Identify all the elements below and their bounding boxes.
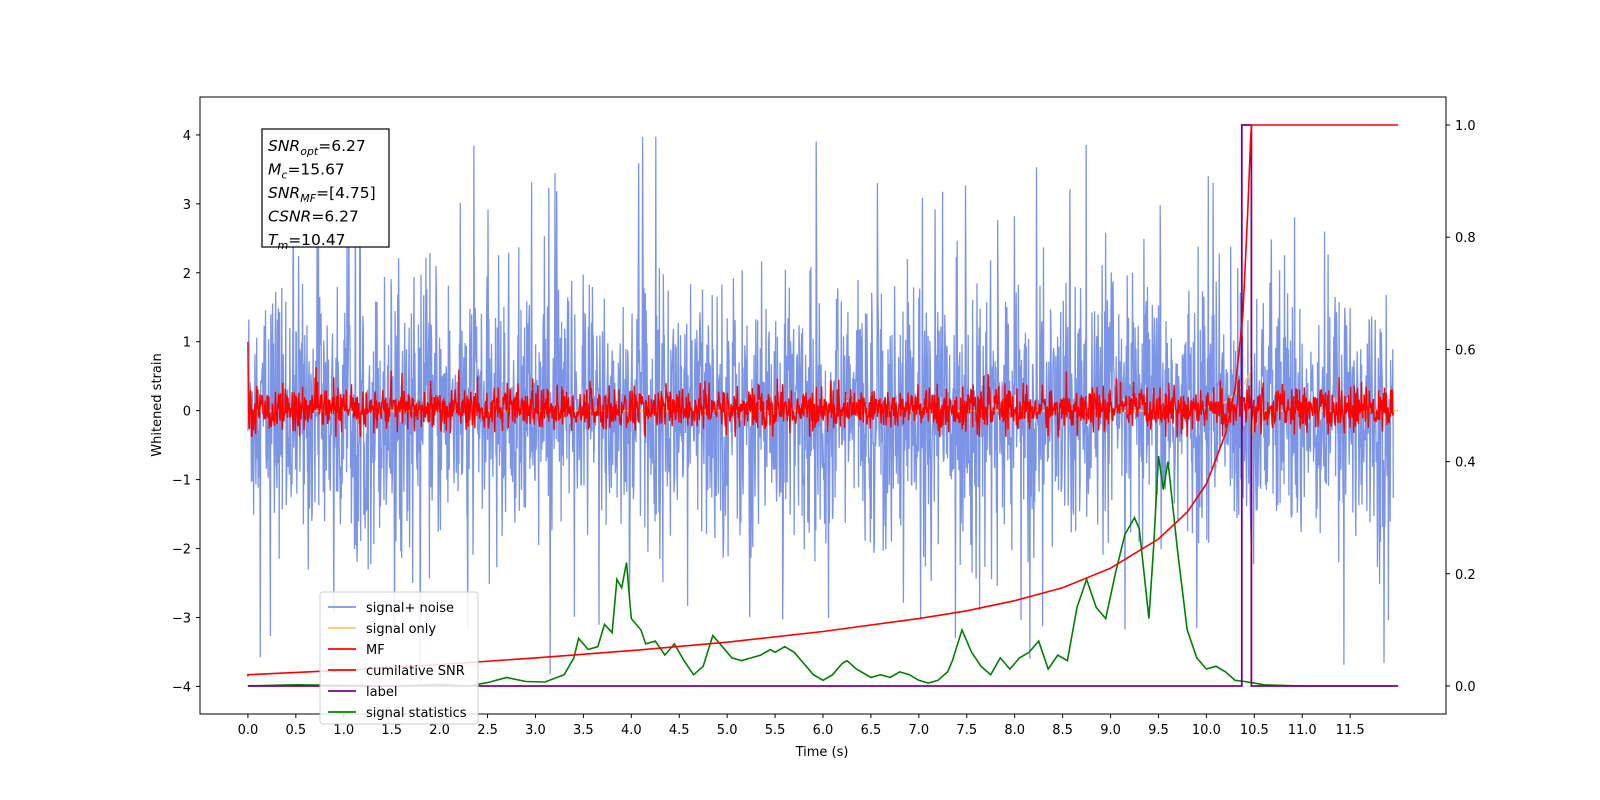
y2-tick-label: 0.2 bbox=[1455, 568, 1476, 583]
x-tick-label: 4.0 bbox=[621, 723, 642, 738]
x-tick-label: 9.5 bbox=[1148, 723, 1169, 738]
legend-frame bbox=[319, 591, 479, 725]
y-axis-left: −4 −3 −2 −1 0 1 2 3 4 bbox=[172, 129, 200, 695]
annotation-subscript: c bbox=[281, 169, 287, 182]
x-tick-label: 5.0 bbox=[717, 723, 738, 738]
y-tick-label: 1 bbox=[183, 336, 191, 351]
annotation-line: SNRMF=[4.75] bbox=[268, 184, 376, 205]
x-tick-label: 0.5 bbox=[286, 723, 307, 738]
annotation-subscript: MF bbox=[300, 192, 316, 205]
y2-tick-label: 0.0 bbox=[1455, 680, 1476, 695]
annotation-value: =6.27 bbox=[318, 137, 366, 155]
x-tick-label: 7.0 bbox=[909, 723, 930, 738]
annotation-line: SNRopt=6.27 bbox=[268, 137, 366, 158]
annotation-subscript: m bbox=[277, 239, 288, 252]
annotation-frame bbox=[261, 128, 390, 248]
y-tick-label: −2 bbox=[172, 543, 191, 558]
x-tick-label: 3.5 bbox=[573, 723, 594, 738]
x-tick-label: 1.5 bbox=[381, 723, 402, 738]
annotation-value: =15.67 bbox=[287, 161, 344, 179]
y-axis-right: 0.0 0.2 0.4 0.6 0.8 1.0 bbox=[1446, 119, 1476, 695]
x-tick-label: 11.0 bbox=[1288, 723, 1317, 738]
legend-label: signal only bbox=[366, 622, 436, 637]
legend-label: cumilative SNR bbox=[366, 664, 465, 679]
series-mf bbox=[247, 341, 1394, 439]
x-tick-label: 5.5 bbox=[765, 723, 786, 738]
x-tick-label: 1.0 bbox=[333, 723, 354, 738]
annotation-line: CSNR=6.27 bbox=[268, 208, 359, 226]
annotation-symbol: CSNR bbox=[268, 208, 311, 226]
x-axis: 0.0 0.5 1.0 1.5 2.0 2.5 3.0 3.5 4.0 4.5 5.0 5.5 6.0 6… bbox=[238, 714, 1365, 738]
y2-tick-label: 0.6 bbox=[1455, 343, 1476, 358]
x-tick-label: 8.5 bbox=[1052, 723, 1073, 738]
y-axis-label: Whitened strain bbox=[150, 353, 165, 456]
legend-label: MF bbox=[366, 643, 385, 658]
series-cumulative-snr bbox=[247, 124, 1399, 677]
x-axis-label: Time (s) bbox=[795, 745, 849, 760]
x-tick-label: 11.5 bbox=[1336, 723, 1365, 738]
annotation-line: Mc=15.67 bbox=[268, 161, 345, 182]
series-signal-noise bbox=[247, 136, 1394, 684]
annotation-line: Tm=10.47 bbox=[268, 231, 346, 252]
y2-tick-label: 1.0 bbox=[1455, 119, 1476, 134]
y-tick-label: −3 bbox=[172, 611, 191, 626]
y-tick-label: −4 bbox=[172, 680, 191, 695]
x-tick-label: 6.0 bbox=[813, 723, 834, 738]
legend-label: label bbox=[366, 685, 397, 700]
annotation-subscript: opt bbox=[300, 145, 319, 158]
annotation-value: =[4.75] bbox=[316, 184, 376, 202]
x-tick-label: 6.5 bbox=[861, 723, 882, 738]
y-tick-label: 0 bbox=[183, 405, 191, 420]
x-tick-label: 9.0 bbox=[1100, 723, 1121, 738]
plot-traces bbox=[247, 124, 1399, 687]
series-label bbox=[247, 124, 1399, 687]
annotation-value: =10.47 bbox=[288, 231, 345, 249]
legend-label: signal+ noise bbox=[366, 601, 454, 616]
y2-tick-label: 0.4 bbox=[1455, 456, 1476, 471]
x-tick-label: 2.0 bbox=[429, 723, 450, 738]
y-tick-label: 3 bbox=[183, 198, 191, 213]
x-tick-label: 7.5 bbox=[956, 723, 977, 738]
series-signal-statistics bbox=[247, 455, 1394, 687]
x-tick-label: 8.0 bbox=[1004, 723, 1025, 738]
legend: signal+ noise signal only MF cumilative SNR… bbox=[319, 591, 479, 725]
annotation-symbol: M bbox=[268, 161, 281, 179]
annotation-value: =6.27 bbox=[311, 208, 359, 226]
y-tick-label: −1 bbox=[172, 474, 191, 489]
x-tick-label: 3.0 bbox=[525, 723, 546, 738]
y-tick-label: 2 bbox=[183, 267, 191, 282]
x-tick-label: 2.5 bbox=[477, 723, 498, 738]
x-tick-label: 10.5 bbox=[1240, 723, 1269, 738]
x-tick-label: 10.0 bbox=[1192, 723, 1221, 738]
annotation-symbol: SNR bbox=[268, 137, 300, 155]
y2-tick-label: 0.8 bbox=[1455, 231, 1476, 246]
x-tick-label: 0.0 bbox=[238, 723, 259, 738]
y-tick-label: 4 bbox=[183, 129, 191, 144]
annotation-symbol: SNR bbox=[268, 184, 300, 202]
x-tick-label: 4.5 bbox=[669, 723, 690, 738]
legend-label: signal statistics bbox=[366, 706, 467, 721]
stats-annotation-box: SNRopt=6.27Mc=15.67SNRMF=[4.75]CSNR=6.27… bbox=[261, 128, 390, 252]
annotation-symbol: T bbox=[268, 231, 279, 249]
